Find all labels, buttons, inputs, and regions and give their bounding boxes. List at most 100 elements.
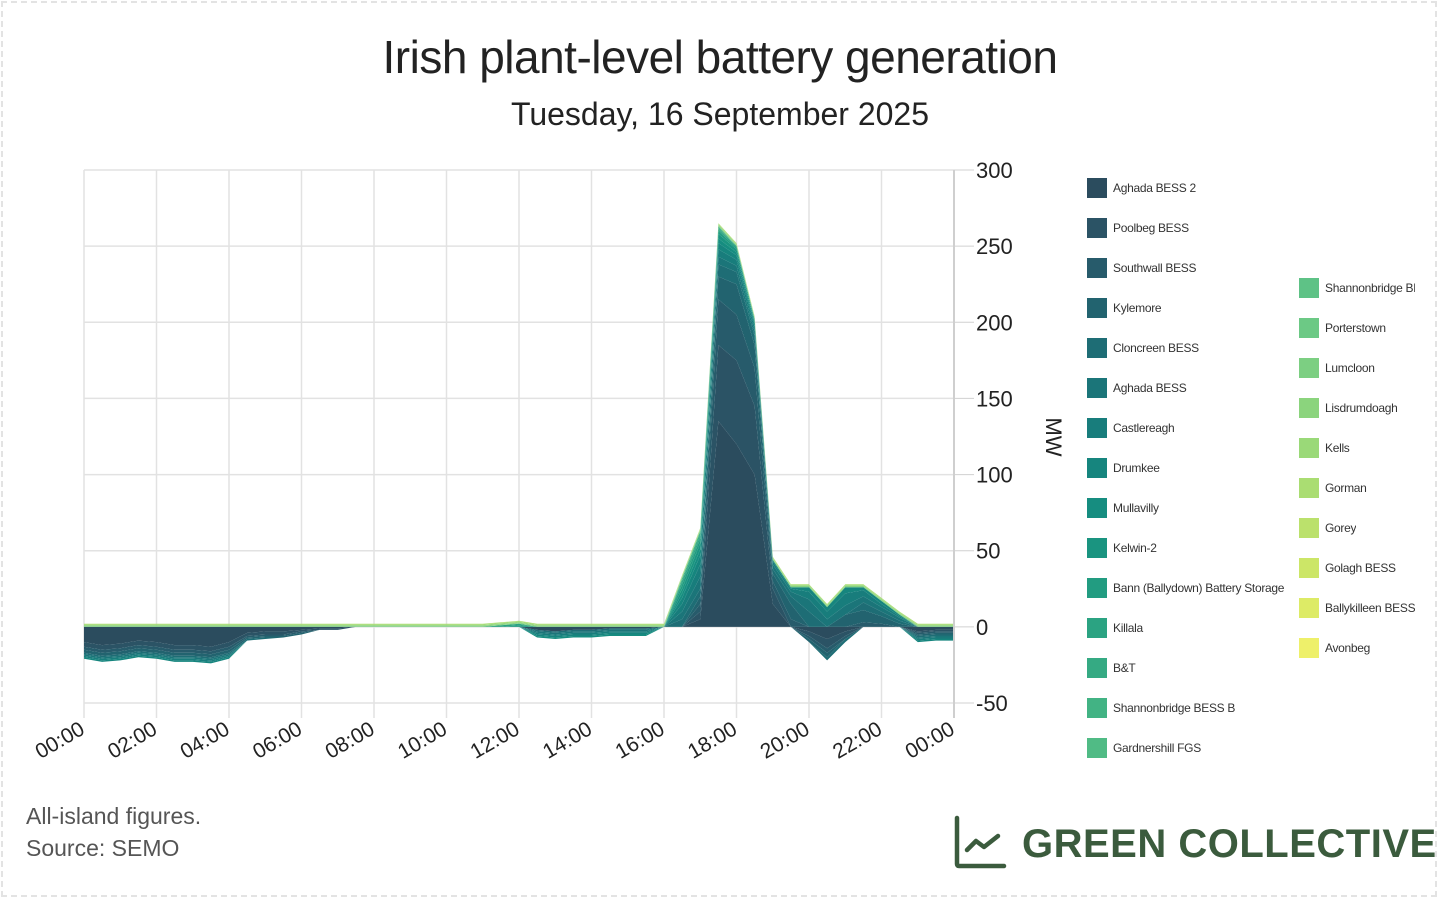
- x-tick-label: 02:00: [104, 717, 161, 763]
- legend-label: Drumkee: [1113, 461, 1160, 475]
- footer-scope: All-island figures.: [26, 803, 202, 829]
- legend-swatch: [1087, 698, 1107, 718]
- legend-swatch: [1299, 438, 1319, 458]
- legend-swatch: [1087, 618, 1107, 638]
- legend-item[interactable]: Lumcloon: [1299, 358, 1375, 378]
- legend-swatch: [1087, 218, 1107, 238]
- legend-label: Mullavilly: [1113, 501, 1159, 515]
- legend-swatch: [1087, 658, 1107, 678]
- legend-swatch: [1087, 738, 1107, 758]
- footer-source: Source: SEMO: [26, 835, 180, 861]
- brand-name: GREEN COLLECTIVE: [1022, 822, 1437, 866]
- legend-swatch: [1087, 458, 1107, 478]
- legend-item[interactable]: Gorman: [1299, 478, 1367, 498]
- legend-swatch: [1087, 578, 1107, 598]
- legend-item[interactable]: Kells: [1299, 438, 1350, 458]
- legend-item[interactable]: Ballykilleen BESS: [1299, 598, 1415, 618]
- area-castlereagh-discharge: [84, 626, 954, 662]
- area-poolbeg-bess-charge: [84, 345, 954, 627]
- legend-label: Aghada BESS 2: [1113, 181, 1196, 195]
- y-tick-label: 50: [976, 539, 1000, 564]
- legend-swatch: [1299, 358, 1319, 378]
- legend-item[interactable]: Cloncreen BESS: [1087, 338, 1199, 358]
- x-tick-label: 22:00: [829, 717, 886, 763]
- legend-item[interactable]: Aghada BESS 2: [1087, 178, 1196, 198]
- x-tick-label: 06:00: [249, 717, 306, 763]
- chart-title: Irish plant-level battery generation: [382, 31, 1058, 83]
- legend-item[interactable]: Aghada BESS: [1087, 378, 1187, 398]
- y-tick-label: 300: [976, 158, 1013, 183]
- legend-item[interactable]: Shannonbridge BESS B: [1087, 698, 1235, 718]
- legend-item[interactable]: Poolbeg BESS: [1087, 218, 1189, 238]
- legend-item[interactable]: Castlereagh: [1087, 418, 1175, 438]
- area-southwall-bess-discharge: [84, 626, 954, 655]
- x-tick-label: 12:00: [466, 717, 523, 763]
- legend-item[interactable]: Avonbeg: [1299, 638, 1370, 658]
- legend-swatch: [1087, 298, 1107, 318]
- legend-item[interactable]: Shannonbridge BESS: [1299, 278, 1415, 298]
- legend-label: Poolbeg BESS: [1113, 221, 1189, 235]
- legend-item[interactable]: Mullavilly: [1087, 498, 1159, 518]
- y-tick-label: 100: [976, 463, 1013, 488]
- footer-note: All-island figures. Source: SEMO: [26, 800, 201, 864]
- legend-swatch: [1299, 398, 1319, 418]
- x-tick-label: 18:00: [684, 717, 741, 763]
- legend-swatch: [1087, 538, 1107, 558]
- legend-item[interactable]: Bann (Ballydown) Battery Storage: [1087, 578, 1284, 598]
- legend-swatch: [1087, 178, 1107, 198]
- x-tick-label: 14:00: [539, 717, 596, 763]
- legend-label: Aghada BESS: [1113, 381, 1187, 395]
- x-tick-label: 10:00: [394, 717, 451, 763]
- legend-item[interactable]: Southwall BESS: [1087, 258, 1196, 278]
- legend-label: Lisdrumdoagh: [1325, 401, 1398, 415]
- legend-label: Lumcloon: [1325, 361, 1375, 375]
- x-tick-label: 00:00: [31, 717, 88, 763]
- legend-swatch: [1299, 278, 1319, 298]
- y-tick-label: 200: [976, 310, 1013, 335]
- line-chart-icon: [952, 814, 1008, 875]
- area-aghada-bess-2-charge: [84, 421, 954, 627]
- legend-swatch: [1299, 558, 1319, 578]
- legend-label: Shannonbridge BESS B: [1113, 701, 1236, 715]
- chart-subtitle: Tuesday, 16 September 2025: [510, 96, 930, 132]
- legend-item[interactable]: Gorey: [1299, 518, 1356, 538]
- legend-item[interactable]: B&T: [1087, 658, 1136, 678]
- x-tick-label: 04:00: [176, 717, 233, 763]
- brand-logo: GREEN COLLECTIVE: [952, 814, 1437, 875]
- legend-label: Southwall BESS: [1113, 261, 1197, 275]
- legend-label: Golagh BESS: [1325, 561, 1396, 575]
- legend-label: Killala: [1113, 621, 1143, 635]
- legend-swatch: [1087, 378, 1107, 398]
- legend-label: Bann (Ballydown) Battery Storage: [1113, 581, 1285, 595]
- legend-label: Kylemore: [1113, 301, 1162, 315]
- legend-swatch: [1299, 518, 1319, 538]
- legend-item[interactable]: Porterstown: [1299, 318, 1386, 338]
- y-tick-label: 250: [976, 234, 1013, 259]
- legend-swatch: [1087, 258, 1107, 278]
- legend-item[interactable]: Gardnershill FGS: [1087, 738, 1201, 758]
- area-aghada-bess-2-discharge: [84, 626, 954, 647]
- legend-label: Ballykilleen BESS: [1325, 601, 1415, 615]
- legend-item[interactable]: Golagh BESS: [1299, 558, 1396, 578]
- legend-label: Gorey: [1325, 521, 1357, 535]
- legend-item[interactable]: Kylemore: [1087, 298, 1162, 318]
- y-tick-label: -50: [976, 691, 1008, 716]
- y-tick-label: 0: [976, 615, 988, 640]
- legend-item[interactable]: Drumkee: [1087, 458, 1160, 478]
- legend-label: Porterstown: [1325, 321, 1386, 335]
- area-aghada-bess-discharge: [84, 626, 954, 661]
- area-poolbeg-bess-discharge: [84, 626, 954, 652]
- area-kylemore-discharge: [84, 626, 954, 658]
- legend-item[interactable]: Killala: [1087, 618, 1143, 638]
- legend-swatch: [1087, 418, 1107, 438]
- legend-item[interactable]: Lisdrumdoagh: [1299, 398, 1397, 418]
- legend-label: Cloncreen BESS: [1113, 341, 1199, 355]
- legend-label: B&T: [1113, 661, 1136, 675]
- legend-label: Gorman: [1325, 481, 1367, 495]
- legend-label: Gardnershill FGS: [1113, 741, 1201, 755]
- legend-swatch: [1087, 498, 1107, 518]
- legend-label: Avonbeg: [1325, 641, 1371, 655]
- legend-swatch: [1299, 478, 1319, 498]
- legend-item[interactable]: Kelwin-2: [1087, 538, 1157, 558]
